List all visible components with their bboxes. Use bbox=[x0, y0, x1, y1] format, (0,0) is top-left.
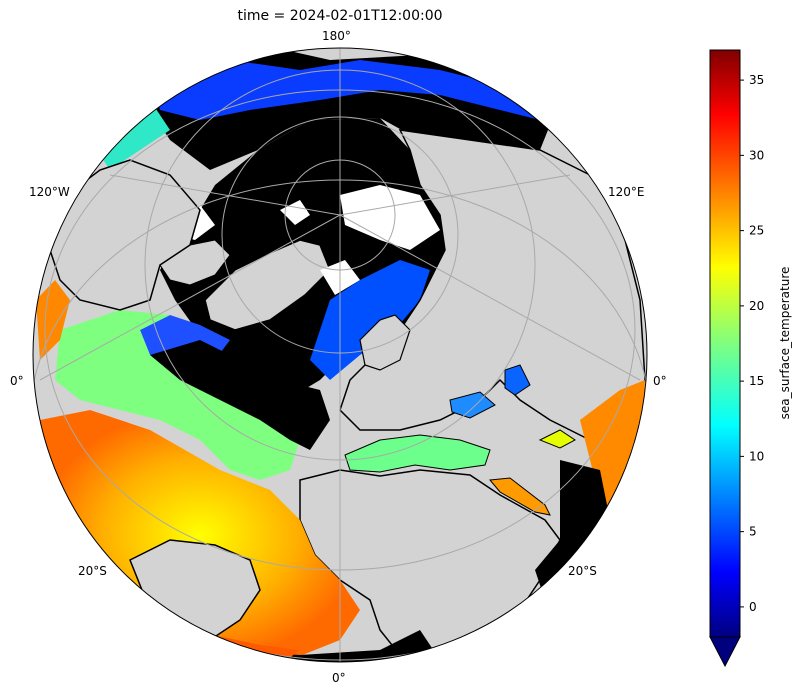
colorbar-ticks: 0 5 10 15 20 25 30 35 bbox=[740, 73, 764, 614]
colorbar-tick-label: 10 bbox=[749, 449, 764, 463]
black-sea-sst bbox=[449, 391, 496, 419]
label-upper-right: 120°E bbox=[608, 185, 645, 199]
label-right: 0° bbox=[653, 374, 667, 388]
caspian-sst bbox=[504, 364, 531, 396]
pacific-sst-warm bbox=[90, 100, 170, 170]
label-lower-left: 20°S bbox=[78, 564, 107, 578]
label-top: 180° bbox=[322, 29, 351, 43]
label-bottom: 0° bbox=[332, 671, 346, 685]
label-left: 0° bbox=[10, 374, 24, 388]
map-title: time = 2024-02-01T12:00:00 bbox=[237, 8, 443, 24]
mediterranean-sst bbox=[344, 434, 491, 473]
persian-gulf-sst bbox=[538, 429, 576, 449]
colorbar-tick-label: 20 bbox=[749, 299, 764, 313]
colorbar-extend-min bbox=[709, 636, 741, 668]
north-atlantic-sst bbox=[55, 310, 300, 480]
arabian-sea-nodata bbox=[535, 460, 610, 600]
label-upper-left: 120°W bbox=[29, 185, 70, 199]
label-lower-right: 20°S bbox=[568, 564, 597, 578]
graticule bbox=[33, 48, 647, 662]
pacific-east-sst bbox=[36, 280, 70, 360]
colorbar-tick-label: 25 bbox=[749, 224, 764, 238]
colorbar-tick-label: 0 bbox=[749, 600, 757, 614]
north-america bbox=[49, 159, 201, 311]
colorbar-gradient bbox=[709, 49, 741, 638]
red-sea-sst bbox=[489, 477, 551, 516]
globe bbox=[33, 48, 647, 662]
colorbar-label: sea_surface_temperature bbox=[778, 266, 792, 420]
north-atlantic-nodata bbox=[150, 340, 330, 450]
globe-outline bbox=[32, 47, 648, 663]
colorbar-tick-label: 35 bbox=[749, 73, 764, 87]
colorbar-tick-label: 5 bbox=[749, 525, 757, 539]
colorbar-tick-label: 15 bbox=[749, 374, 764, 388]
scandinavia bbox=[359, 314, 411, 371]
canadian-archipelago bbox=[159, 239, 231, 286]
colorbar-tick-label: 30 bbox=[749, 148, 764, 162]
colorbar: 0 5 10 15 20 25 30 35 bbox=[709, 49, 764, 668]
